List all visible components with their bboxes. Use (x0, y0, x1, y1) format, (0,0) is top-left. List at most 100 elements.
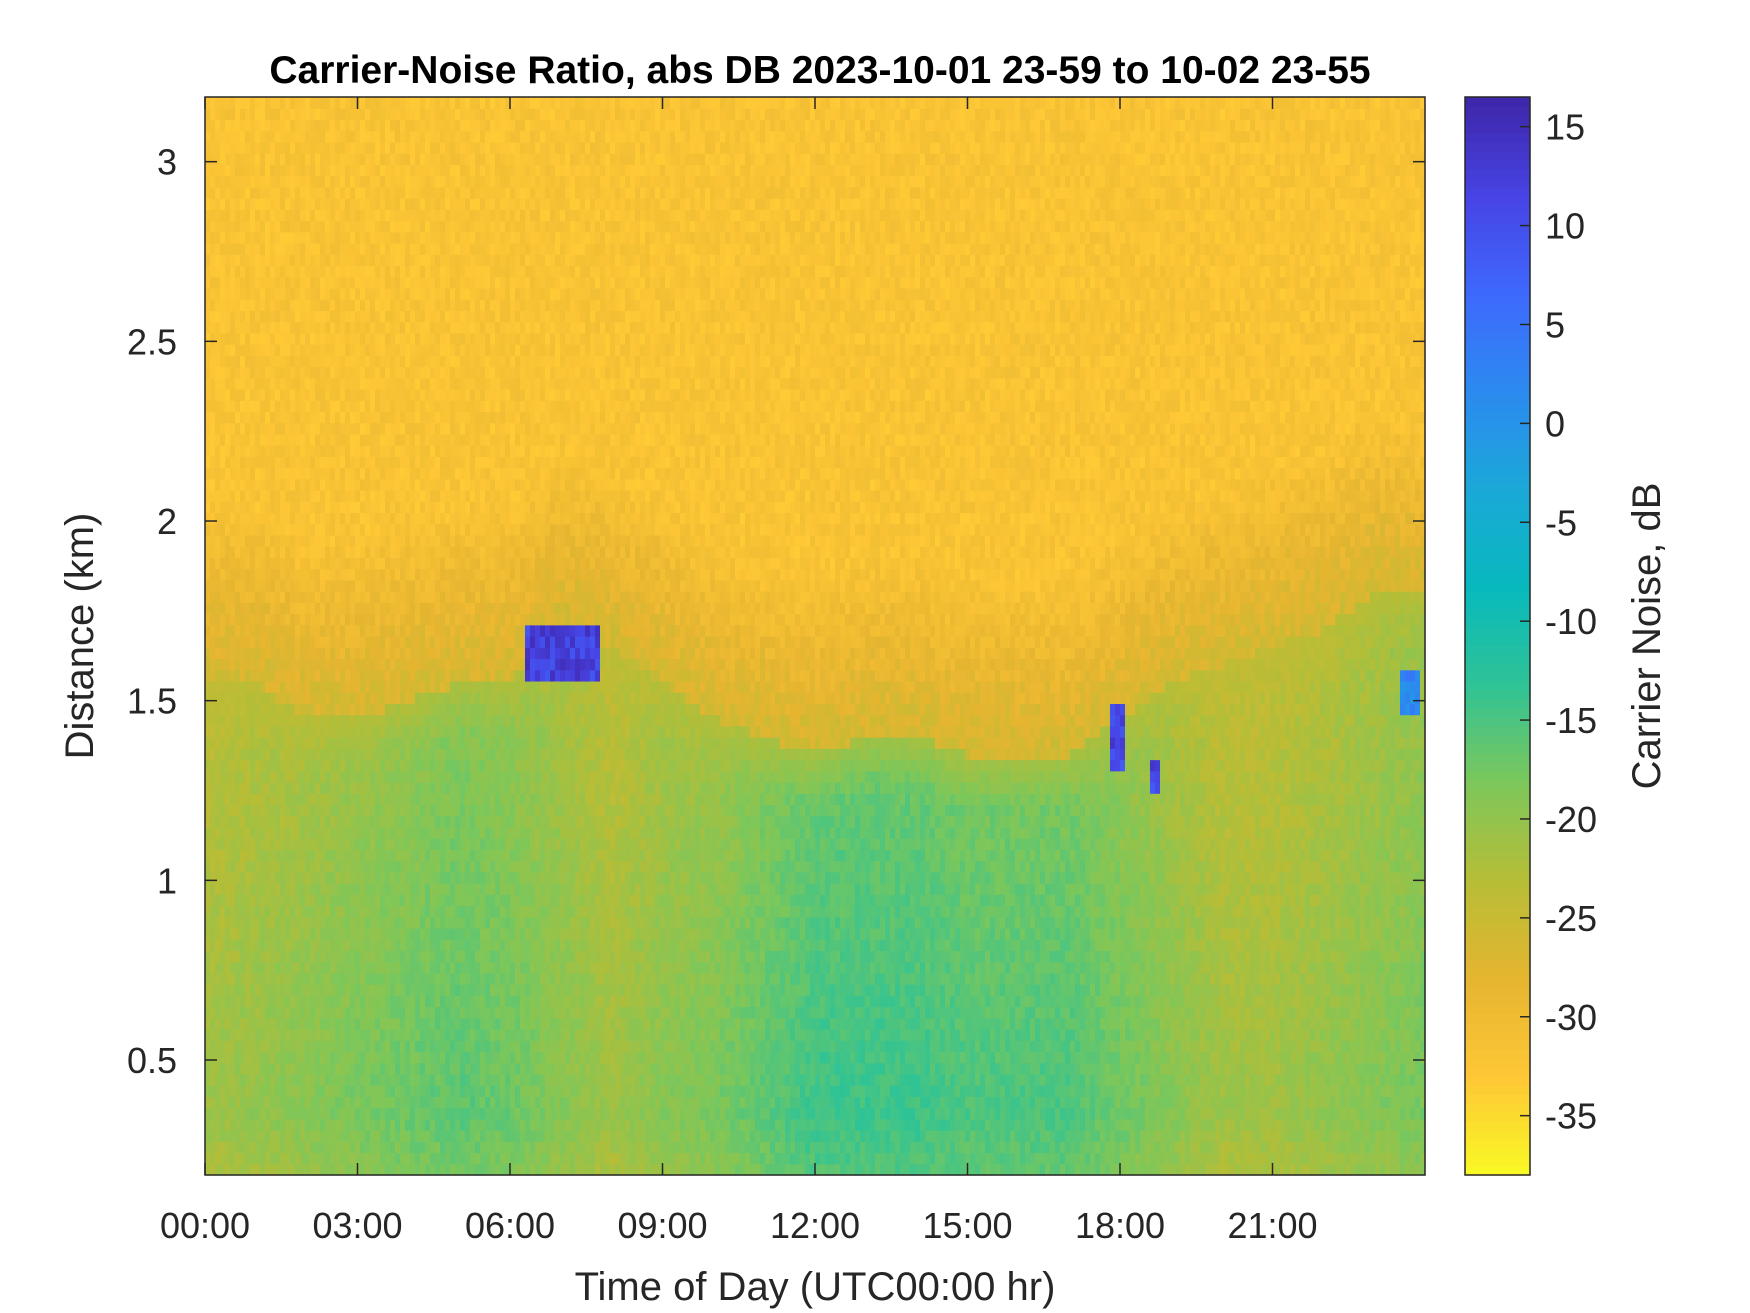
heatmap-cell (445, 1006, 451, 1019)
heatmap-cell (335, 153, 341, 165)
heatmap-cell (380, 871, 386, 884)
heatmap-cell (460, 916, 466, 929)
heatmap-cell (430, 97, 436, 109)
heatmap-cell (450, 1118, 456, 1131)
heatmap-cell (380, 175, 386, 188)
heatmap-cell (285, 613, 291, 626)
heatmap-cell (405, 220, 411, 233)
heatmap-cell (300, 793, 306, 806)
heatmap-cell (310, 939, 316, 952)
heatmap-cell (275, 624, 281, 637)
heatmap-cell (455, 254, 461, 267)
heatmap-cell (395, 568, 401, 581)
heatmap-cell (225, 591, 231, 603)
heatmap-cell (390, 883, 396, 895)
heatmap-cell (300, 108, 306, 121)
heatmap-cell (220, 1040, 226, 1053)
heatmap-cell (205, 310, 211, 323)
heatmap-cell (280, 490, 286, 502)
heatmap-cell (240, 838, 246, 850)
heatmap-cell (455, 972, 461, 985)
heatmap-cell (405, 209, 411, 222)
heatmap-cell (410, 1118, 416, 1131)
heatmap-cell (430, 557, 436, 570)
heatmap-cell (410, 501, 416, 514)
heatmap-cell (360, 490, 366, 502)
heatmap-cell (245, 781, 251, 794)
heatmap-cell (365, 287, 371, 300)
heatmap-cell (345, 153, 351, 165)
heatmap-cell (360, 512, 366, 525)
heatmap-cell (275, 231, 281, 244)
heatmap-cell (205, 658, 211, 671)
heatmap-cell (230, 1118, 236, 1131)
heatmap-cell (415, 287, 421, 300)
heatmap-cell (250, 995, 256, 1008)
heatmap-cell (450, 254, 456, 267)
heatmap-cell (445, 422, 451, 435)
heatmap-cell (380, 557, 386, 570)
heatmap-cell (295, 1141, 301, 1154)
heatmap-cell (460, 781, 466, 794)
heatmap-cell (335, 961, 341, 974)
heatmap-cell (430, 512, 436, 525)
heatmap-cell (355, 669, 361, 682)
heatmap-cell (265, 400, 271, 413)
heatmap-cell (445, 467, 451, 480)
heatmap-cell (255, 400, 261, 413)
heatmap-cell (325, 523, 331, 536)
heatmap-cell (240, 422, 246, 435)
heatmap-cell (225, 849, 231, 862)
heatmap-cell (320, 456, 326, 469)
heatmap-cell (390, 254, 396, 267)
heatmap-cell (450, 220, 456, 233)
heatmap-cell (205, 175, 211, 188)
heatmap-cell (300, 433, 306, 446)
heatmap-cell (440, 725, 446, 738)
heatmap-cell (330, 231, 336, 244)
heatmap-cell (360, 1040, 366, 1053)
heatmap-cell (280, 1051, 286, 1064)
heatmap-cell (205, 433, 211, 446)
heatmap-cell (370, 546, 376, 558)
heatmap-cell (235, 1152, 241, 1165)
heatmap-cell (320, 130, 326, 143)
heatmap-cell (360, 804, 366, 817)
heatmap-cell (280, 748, 286, 761)
heatmap-cell (445, 1062, 451, 1075)
heatmap-cell (290, 579, 296, 592)
heatmap-cell (240, 1029, 246, 1041)
heatmap-cell (455, 546, 461, 558)
heatmap-cell (425, 838, 431, 850)
heatmap-cell (260, 972, 266, 985)
heatmap-cell (260, 1107, 266, 1120)
heatmap-cell (460, 1040, 466, 1053)
heatmap-cell (370, 658, 376, 671)
heatmap-cell (265, 265, 271, 278)
heatmap-cell (420, 175, 426, 188)
heatmap-cell (290, 838, 296, 850)
heatmap-cell (375, 692, 381, 704)
heatmap-cell (295, 1062, 301, 1075)
heatmap-cell (340, 344, 346, 356)
heatmap-cell (355, 400, 361, 413)
heatmap-cell (365, 1051, 371, 1064)
heatmap-cell (460, 894, 466, 907)
heatmap-cell (210, 209, 216, 222)
heatmap-cell (410, 332, 416, 345)
heatmap-cell (390, 860, 396, 873)
heatmap-cell (310, 927, 316, 940)
heatmap-cell (405, 1130, 411, 1142)
heatmap-cell (400, 523, 406, 536)
heatmap-cell (290, 950, 296, 963)
heatmap-cell (240, 815, 246, 828)
heatmap-cell (245, 366, 251, 379)
heatmap-cell (315, 501, 321, 514)
heatmap-cell (210, 198, 216, 210)
heatmap-cell (320, 490, 326, 502)
heatmap-cell (285, 1163, 291, 1176)
heatmap-cell (335, 523, 341, 536)
heatmap-cell (385, 804, 391, 817)
heatmap-cell (375, 231, 381, 244)
heatmap-cell (420, 534, 426, 547)
